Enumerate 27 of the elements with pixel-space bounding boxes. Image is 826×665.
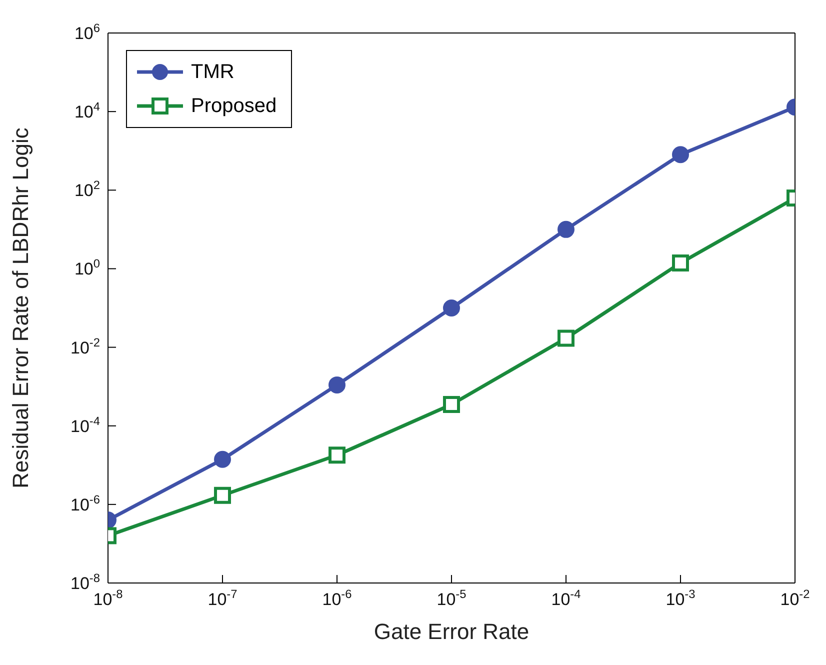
legend-label: TMR [191, 60, 234, 84]
x-tick-label: 10$^{-4}$ [551, 587, 582, 609]
point [558, 330, 574, 347]
x-tick-label: 10$^{-6}$ [322, 587, 352, 609]
x-tick-label: 10$^{-3}$ [666, 587, 696, 609]
y-tick-label: 10$^{2}$ [74, 178, 100, 200]
point [443, 300, 460, 316]
y-tick-label: 10$^{6}$ [74, 21, 100, 43]
point [328, 446, 346, 464]
point [214, 486, 231, 504]
y-tick-label: 10$^{4}$ [74, 100, 100, 122]
point [443, 396, 460, 413]
y-tick-label: 10$^{0}$ [74, 256, 100, 279]
legend-label: Proposed [191, 94, 277, 118]
y-axis-title: Residual Error Rate of LBDRhr Logic [8, 128, 33, 488]
x-tick-label: 10$^{-5}$ [436, 587, 467, 609]
y-tick-label: 10$^{-2}$ [70, 335, 100, 358]
x-axis-title: Gate Error Rate [374, 619, 530, 644]
point [672, 254, 689, 272]
point [328, 376, 346, 394]
x-tick-label: 10$^{-7}$ [208, 587, 238, 609]
point [214, 450, 231, 468]
y-tick-label: 10$^{-4}$ [70, 414, 100, 436]
x-tick-label: 10$^{-2}$ [780, 587, 810, 609]
point [558, 220, 574, 238]
y-tick-label: 10$^{-6}$ [70, 492, 100, 514]
point [672, 146, 689, 164]
